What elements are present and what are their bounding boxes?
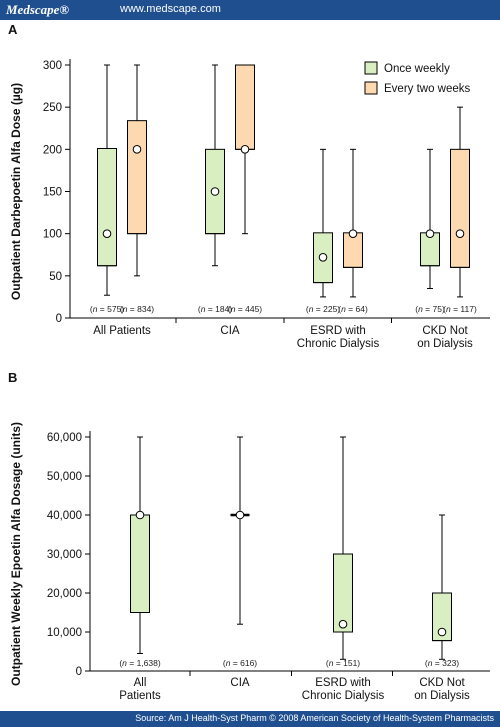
mean-marker	[102, 229, 112, 238]
n-label: (n = 151)	[326, 658, 360, 668]
source-credit: Source: Am J Health-Syst Pharm © 2008 Am…	[135, 713, 494, 723]
footer-bar: Source: Am J Health-Syst Pharm © 2008 Am…	[0, 711, 500, 727]
n-label: (n = 445)	[228, 304, 262, 314]
panel-letter: B	[8, 370, 17, 385]
n-label: (n = 1,638)	[119, 658, 161, 668]
x-category-label: Chronic Dialysis	[302, 690, 385, 702]
x-category-label: ESRD with	[310, 325, 366, 337]
x-category-label: All	[134, 677, 147, 689]
y-axis-label: Outpatient Weekly Epoetin Alfa Dosage (u…	[9, 422, 23, 686]
mean-marker	[455, 229, 465, 238]
y-tick-label: 40,000	[47, 510, 82, 522]
legend-label: Every two weeks	[384, 83, 471, 95]
n-label: (n = 184)	[198, 304, 232, 314]
x-category-label: on Dialysis	[414, 690, 470, 702]
x-category-label: CKD Not	[419, 677, 465, 689]
y-tick-label: 10,000	[47, 627, 82, 639]
y-tick-label: 0	[76, 666, 82, 678]
y-tick-label: 30,000	[47, 549, 82, 561]
mean-marker	[338, 619, 348, 629]
header-bar: Medscape® www.medscape.com	[0, 0, 500, 20]
y-tick-label: 0	[56, 313, 62, 325]
box	[127, 120, 147, 235]
n-label: (n = 575)	[90, 304, 124, 314]
panel-b: B 0 10,000 20,000 30,000 40,000 50,000 60,000 Ou…	[8, 370, 490, 702]
mean-marker	[210, 187, 220, 196]
n-label: (n = 616)	[223, 658, 257, 668]
panel-a: A 0 50 100 150 200 250 300 Outpatient Darbepoeti…	[8, 22, 490, 350]
medscape-logo: Medscape®	[6, 2, 70, 17]
x-category-label: CIA	[220, 325, 240, 337]
n-label: (n = 117)	[443, 304, 477, 314]
n-label: (n = 225)	[306, 304, 340, 314]
n-label: (n = 323)	[425, 658, 459, 668]
n-label: (n = 834)	[120, 304, 154, 314]
mean-marker	[235, 510, 245, 520]
n-label: (n = 64)	[338, 304, 368, 314]
x-category-label: Patients	[119, 690, 161, 702]
x-category-label: on Dialysis	[417, 338, 473, 350]
site-url: www.medscape.com	[120, 3, 221, 15]
n-label: (n = 75)	[415, 304, 445, 314]
y-tick-label: 50	[49, 271, 62, 283]
x-category-label: CIA	[230, 677, 250, 689]
box	[235, 64, 255, 150]
mean-marker	[132, 145, 142, 154]
box	[450, 148, 470, 268]
legend-label: Once weekly	[384, 63, 450, 75]
y-tick-label: 250	[43, 102, 62, 114]
mean-marker	[318, 252, 328, 262]
box	[343, 232, 363, 268]
mean-marker	[240, 145, 250, 154]
x-category-label: Chronic Dialysis	[297, 338, 380, 350]
y-tick-label: 150	[43, 187, 62, 199]
x-category-label: All Patients	[93, 325, 151, 337]
mean-marker	[437, 627, 447, 637]
mean-marker	[135, 510, 145, 520]
box	[97, 147, 117, 267]
mean-marker	[348, 229, 358, 238]
y-tick-label: 20,000	[47, 588, 82, 600]
y-tick-label: 200	[43, 144, 62, 156]
y-tick-label: 50,000	[47, 471, 82, 483]
y-tick-label: 300	[43, 60, 62, 72]
mean-marker	[425, 229, 435, 238]
legend-swatch	[364, 81, 378, 95]
y-axis-label: Outpatient Darbepoetin Alfa Dose (µg)	[9, 83, 23, 300]
panel-letter: A	[8, 22, 18, 37]
x-category-label: ESRD with	[315, 677, 371, 689]
x-category-label: CKD Not	[422, 325, 468, 337]
box	[130, 514, 150, 613]
y-tick-label: 60,000	[47, 432, 82, 444]
y-tick-label: 100	[43, 229, 62, 241]
legend-swatch	[364, 61, 378, 75]
chart-figure: A 0 50 100 150 200 250 300 Outpatient Darbepoeti…	[8, 22, 490, 702]
